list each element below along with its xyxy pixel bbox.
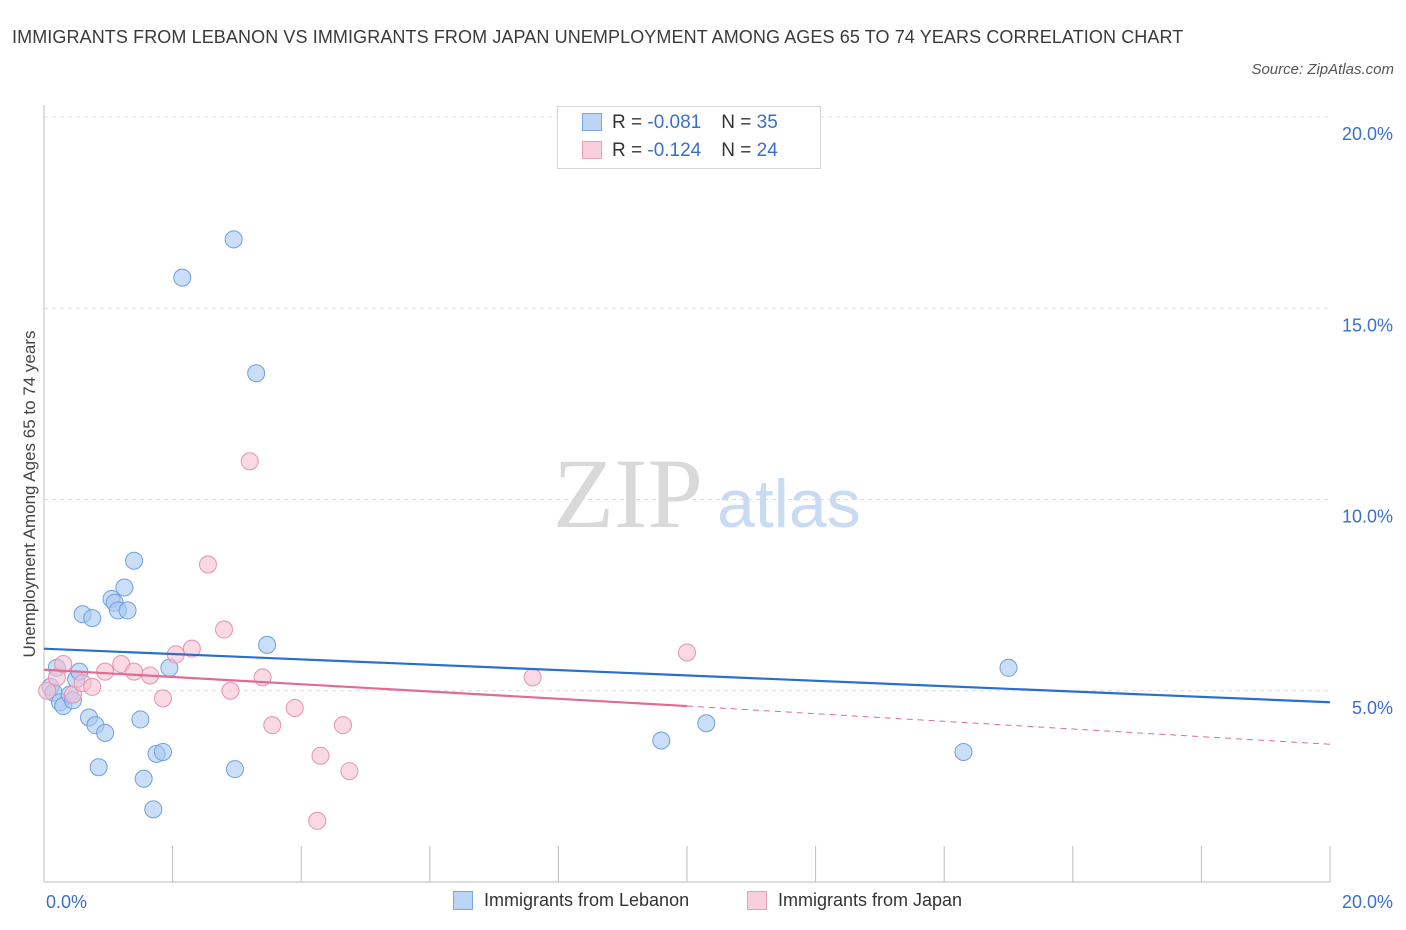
point-japan [333,716,352,735]
point-lebanon [652,731,671,750]
point-lebanon [134,769,153,788]
watermark: ZIP atlas [553,438,861,549]
bottom-legend-label-japan: Immigrants from Japan [778,890,963,910]
point-japan [523,668,542,687]
point-japan [198,555,217,574]
y-tick-label: 20.0% [1342,124,1393,144]
point-japan [221,681,240,700]
legend-swatch-lebanon [582,113,602,131]
point-japan [96,662,115,681]
watermark-atlas: atlas [717,466,861,542]
point-japan [63,685,82,704]
point-japan [285,698,304,717]
point-japan [678,643,696,662]
trend-lines [43,647,1331,745]
point-japan [153,689,172,708]
point-lebanon [173,268,192,287]
chart-title: IMMIGRANTS FROM LEBANON VS IMMIGRANTS FR… [12,27,1184,47]
point-japan [215,620,234,639]
point-lebanon [83,609,102,628]
grid-lines [44,116,1330,692]
point-lebanon [125,551,144,570]
point-lebanon [153,742,172,761]
legend-n-label: N = [721,140,757,161]
trendline-japan [43,668,688,708]
point-japan [182,639,201,658]
point-japan [263,716,282,735]
y-tick-label: 5.0% [1352,698,1393,718]
point-lebanon [224,230,243,249]
bottom-legend-lebanon: Immigrants from Lebanon [453,890,689,911]
point-lebanon [115,578,134,597]
watermark-zip: ZIP [553,438,703,549]
point-lebanon [999,658,1018,677]
legend-n-value: 35 [756,112,778,133]
tick-labels: 5.0% 10.0% 15.0% 20.0% 0.0% 20.0% [46,124,1393,912]
trendline-dashed-japan [686,705,1331,745]
point-lebanon [131,710,150,729]
point-lebanon [144,800,163,819]
point-lebanon [954,742,973,761]
point-japan [38,681,57,700]
legend-r-value: -0.081 [647,112,702,133]
point-japan [340,762,359,781]
point-lebanon [697,714,716,733]
y-tick-label: 10.0% [1342,507,1393,527]
legend-swatch-japan [582,141,602,159]
y-tick-label: 15.0% [1342,315,1393,335]
point-lebanon [225,760,244,779]
point-lebanon [247,364,266,383]
correlation-legend: R = -0.081 N = 35 R = -0.124 N = 24 [557,106,821,169]
legend-n-label: N = [721,112,757,133]
trendline-lebanon [43,647,1331,704]
data-points [38,230,1018,830]
bottom-legend-japan: Immigrants from Japan [747,890,962,911]
legend-row-lebanon: R = -0.081 N = 35 [582,112,778,138]
legend-row-japan: R = -0.124 N = 24 [582,140,778,166]
point-lebanon [89,758,108,777]
x-tick-label: 0.0% [46,892,87,912]
bottom-legend-swatch-japan [747,891,767,910]
point-japan [240,452,259,471]
x-tick-label: 20.0% [1342,892,1393,912]
point-japan [54,654,73,673]
legend-r-label: R = [612,140,648,161]
point-lebanon [258,635,277,654]
point-japan [125,662,144,681]
axes [43,105,1331,883]
bottom-legend-label-lebanon: Immigrants from Lebanon [484,890,690,910]
legend-n-value: 24 [756,140,778,161]
point-lebanon [118,601,137,620]
point-japan [308,811,327,830]
point-lebanon [96,723,115,742]
bottom-legend-swatch-lebanon [453,891,473,910]
point-japan [311,746,330,765]
source-label: Source: ZipAtlas.com [1251,61,1394,78]
legend-r-label: R = [612,112,648,133]
legend-r-value: -0.124 [647,140,702,161]
point-japan [83,677,102,696]
